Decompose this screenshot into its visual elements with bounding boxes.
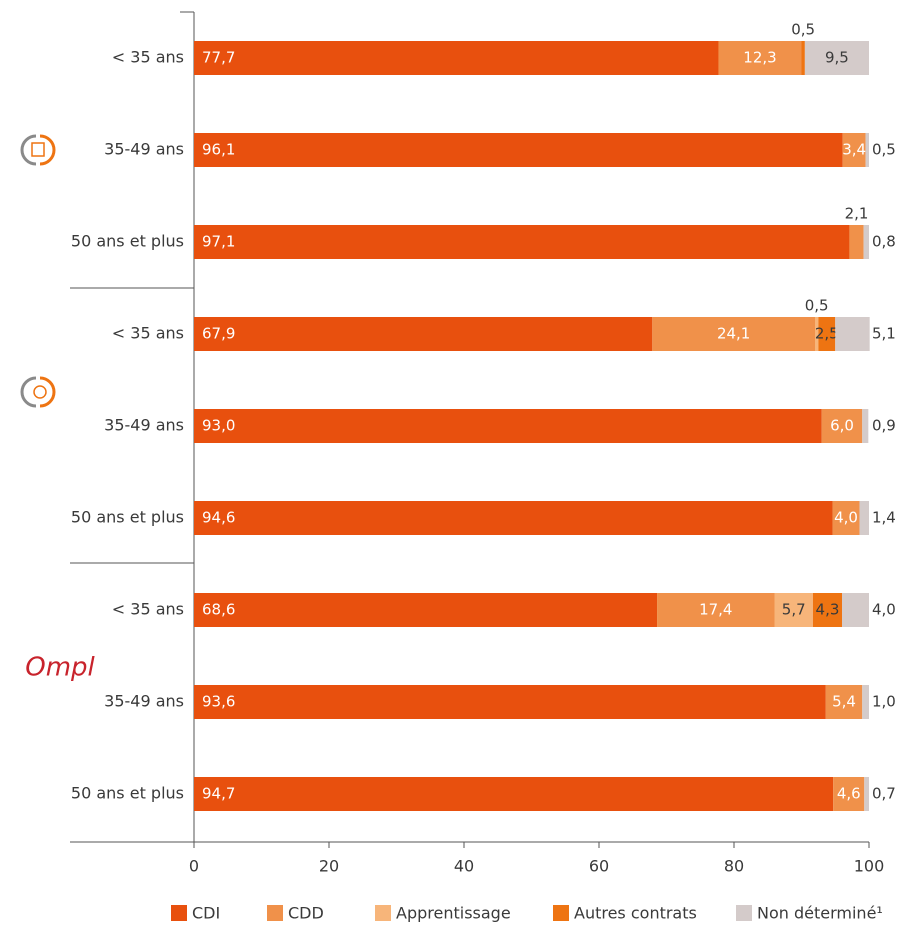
value-label: 6,0 (830, 417, 854, 435)
legend-swatch (736, 905, 752, 921)
bar-segment (194, 593, 658, 627)
value-label: 3,4 (842, 141, 866, 159)
x-tick-label: 60 (589, 857, 609, 876)
bar-segment (859, 501, 869, 535)
legend-swatch (553, 905, 569, 921)
category-label: 50 ans et plus (71, 232, 184, 251)
bar-segment (865, 133, 869, 167)
bar-segment (842, 593, 869, 627)
bar-segment (821, 409, 863, 443)
x-tick-label: 20 (319, 857, 339, 876)
value-label: 68,6 (202, 601, 235, 619)
value-label: 4,0 (872, 601, 896, 619)
value-label: 94,7 (202, 785, 235, 803)
value-label: 4,6 (837, 785, 861, 803)
bar-segment (815, 317, 819, 351)
legend-label: Non déterminé¹ (757, 904, 883, 923)
bar-segment (842, 133, 866, 167)
value-label: 12,3 (743, 49, 776, 67)
bar-segment (833, 777, 865, 811)
bar-segment (801, 41, 805, 75)
bar-segment (652, 317, 815, 351)
category-label: < 35 ans (112, 600, 184, 619)
bar-segment (863, 225, 869, 259)
value-label: 0,5 (791, 21, 815, 39)
value-label: 5,4 (832, 693, 856, 711)
value-label: 1,4 (872, 509, 896, 527)
legend-swatch (375, 905, 391, 921)
value-label: 96,1 (202, 141, 235, 159)
value-label: 0,9 (872, 417, 896, 435)
bar-segment (194, 41, 719, 75)
x-tick-label: 0 (189, 857, 199, 876)
value-label: 2,1 (845, 205, 869, 223)
bar-segment (194, 317, 653, 351)
legend-label: CDD (288, 904, 324, 923)
bar-segment (812, 593, 842, 627)
bar-segment (818, 317, 836, 351)
bar-segment (194, 501, 833, 535)
legend-label: CDI (192, 904, 220, 923)
category-label: 35-49 ans (104, 140, 184, 159)
bar-segment (657, 593, 775, 627)
category-label: 35-49 ans (104, 692, 184, 711)
bar-segment (825, 685, 863, 719)
bar-segment (832, 501, 860, 535)
value-label: 0,5 (805, 297, 829, 315)
category-label: < 35 ans (112, 324, 184, 343)
group-icon (20, 134, 56, 166)
category-label: 50 ans et plus (71, 508, 184, 527)
value-label: 77,7 (202, 49, 235, 67)
value-label: 9,5 (825, 49, 849, 67)
legend-swatch (171, 905, 187, 921)
value-label: 0,5 (872, 141, 896, 159)
value-label: 24,1 (717, 325, 750, 343)
bar-segment (194, 777, 834, 811)
value-label: 94,6 (202, 509, 235, 527)
bar-segment (194, 225, 850, 259)
bar-segment (774, 593, 813, 627)
group-icon (20, 376, 56, 408)
value-label: 4,3 (816, 601, 840, 619)
value-label: 0,7 (872, 785, 896, 803)
legend-swatch (267, 905, 283, 921)
group-label: Ompl (25, 653, 95, 683)
bar-segment (194, 409, 822, 443)
bar-segment (194, 133, 843, 167)
value-label: 97,1 (202, 233, 235, 251)
bar-segment (864, 777, 869, 811)
value-label: 5,1 (872, 325, 896, 343)
value-label: 67,9 (202, 325, 235, 343)
category-label: < 35 ans (112, 48, 184, 67)
bar-segment (194, 685, 826, 719)
category-label: 35-49 ans (104, 416, 184, 435)
value-label: 5,7 (782, 601, 806, 619)
category-label: 50 ans et plus (71, 784, 184, 803)
value-label: 93,6 (202, 693, 235, 711)
x-tick-label: 40 (454, 857, 474, 876)
value-label: 2,5 (815, 325, 839, 343)
x-tick-label: 80 (724, 857, 744, 876)
legend-label: Apprentissage (396, 904, 511, 923)
bar-segment (862, 685, 869, 719)
x-tick-label: 100 (854, 857, 885, 876)
bar-segment (835, 317, 870, 351)
bar-segment (804, 41, 869, 75)
value-label: 4,0 (834, 509, 858, 527)
value-label: 1,0 (872, 693, 896, 711)
value-label: 0,8 (872, 233, 896, 251)
value-label: 93,0 (202, 417, 235, 435)
bar-segment (862, 409, 869, 443)
bar-segment (718, 41, 802, 75)
value-label: 17,4 (699, 601, 732, 619)
legend-label: Autres contrats (574, 904, 697, 923)
bar-segment (849, 225, 864, 259)
